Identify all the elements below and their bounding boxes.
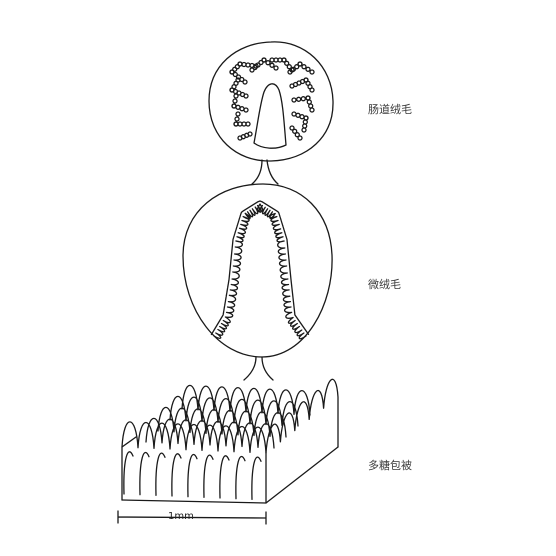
villus-magnification-circle [208, 41, 334, 162]
cell-bead [232, 66, 238, 72]
villus-fold [203, 454, 214, 498]
connector-top [251, 159, 279, 185]
cell-bead [301, 64, 307, 70]
cell-bead [300, 96, 306, 102]
scale-bar [117, 510, 267, 525]
cell-bead [296, 96, 302, 102]
cell-bead [303, 115, 309, 121]
cell-bead [237, 135, 243, 141]
cell-bead [302, 119, 308, 125]
cell-bead [302, 123, 308, 129]
cell-bead [234, 116, 240, 122]
scale-bar-label: 1mm [168, 511, 194, 522]
cell-bead [289, 67, 295, 73]
villus-fold [123, 451, 134, 495]
cell-bead [265, 60, 271, 66]
glycocalyx-left-edge [121, 436, 137, 501]
cell-bead [281, 57, 287, 63]
cell-bead [273, 65, 279, 71]
cell-bead [232, 71, 238, 78]
villus-core [253, 83, 287, 149]
villi-row [157, 406, 287, 438]
cell-bead [269, 62, 275, 68]
cell-bead [229, 69, 235, 75]
label-microvillus: 微绒毛 [368, 278, 401, 291]
cell-bead [294, 64, 300, 70]
villi-row [181, 384, 311, 416]
cell-bead [234, 64, 240, 70]
cell-bead [233, 121, 239, 127]
cell-bead [242, 79, 248, 85]
cell-bead [309, 107, 315, 113]
cell-bead [235, 74, 242, 80]
cell-bead [305, 66, 311, 72]
villus-fold [139, 451, 150, 496]
glycocalyx-base-edge [121, 446, 339, 504]
villus-fold [235, 455, 246, 500]
cell-bead [284, 60, 290, 66]
villus-fold [171, 453, 182, 497]
glycocalyx-side-face [265, 378, 339, 454]
cell-bead [235, 111, 241, 117]
villus-cell-cluster [229, 57, 315, 141]
glycocalyx-block [121, 378, 339, 504]
cell-bead [253, 63, 259, 69]
villi-row [169, 395, 299, 427]
villus-fold [219, 455, 230, 499]
cell-bead [235, 77, 241, 83]
cell-bead [258, 59, 264, 66]
cell-bead [289, 125, 295, 131]
cell-bead [261, 57, 267, 63]
glycocalyx-front-face [121, 421, 267, 504]
cell-bead [233, 93, 239, 99]
villus-fold [251, 456, 262, 500]
villi-row [145, 417, 275, 449]
microvillus-inner-membrane [210, 200, 310, 336]
villus-fold [155, 452, 166, 496]
cell-bead [231, 103, 237, 109]
villus-fold [187, 453, 198, 498]
label-glycocalyx: 多糖包被 [368, 459, 412, 472]
microvillus-fringe [213, 203, 307, 340]
cell-bead [301, 127, 307, 133]
connector-middle [243, 356, 274, 381]
cell-bead [297, 61, 303, 67]
cell-bead [294, 132, 300, 138]
cell-bead [309, 87, 315, 93]
glycocalyx-villi-rows [123, 384, 311, 500]
cell-bead [297, 135, 303, 141]
cell-bead [232, 98, 238, 104]
cell-bead [292, 128, 298, 134]
cell-bead [309, 69, 315, 75]
cell-bead [291, 97, 297, 103]
cell-bead [286, 64, 292, 70]
label-intestinal-villus: 肠道绒毛 [368, 103, 412, 116]
